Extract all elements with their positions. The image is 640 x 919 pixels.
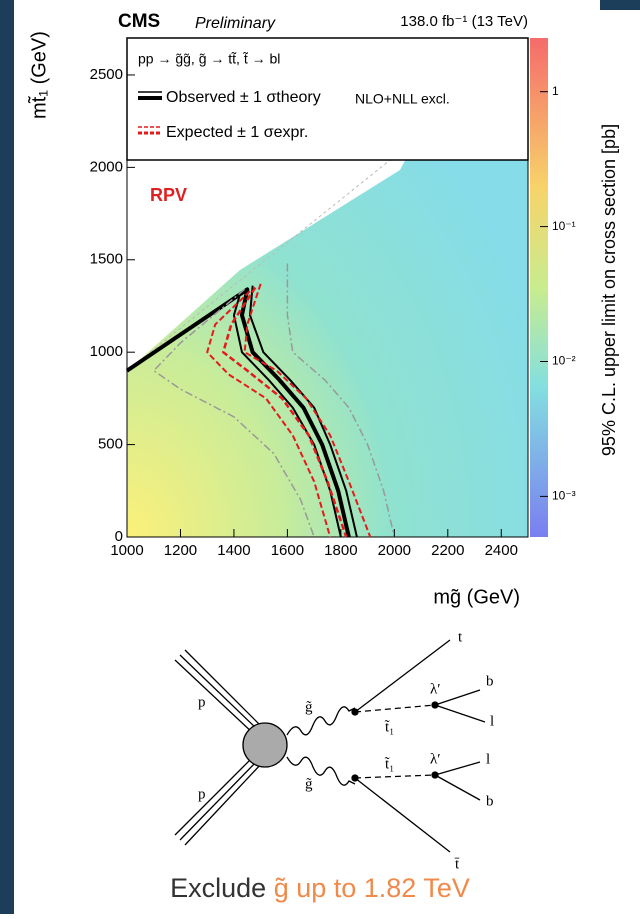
legend-process: pp → g̃g̃, g̃ → tt̃, t̃ → bl	[138, 51, 280, 67]
diagram-label: g̃	[305, 776, 313, 792]
x-tick-label: 1000	[110, 542, 143, 559]
y-axis-label: mt̃₁ (GeV)	[28, 31, 51, 119]
limit-contour	[206, 290, 332, 538]
slide-edge	[600, 0, 640, 10]
diagram-label: b	[486, 673, 494, 689]
legend-box	[126, 37, 529, 161]
limit-contour	[286, 263, 396, 538]
x-tick-label: 2400	[485, 542, 518, 559]
x-tick-label: 1600	[271, 542, 304, 559]
y-tick-label: 2000	[90, 158, 123, 175]
z-tick-label: 10⁻³	[552, 489, 576, 503]
annotation: RPV	[150, 185, 187, 205]
legend-note: NLO+NLL excl.	[355, 91, 450, 107]
diagonal	[126, 119, 441, 372]
y-tick-label: 0	[115, 528, 123, 545]
diagram-label: p	[198, 786, 206, 802]
limit-contour	[221, 286, 348, 538]
limit-contour	[125, 287, 351, 538]
chart-title: CMS	[118, 11, 160, 32]
chart-subtitle: Preliminary	[195, 15, 276, 32]
diagram-label: λ′	[430, 751, 441, 767]
limit-contour	[243, 283, 372, 538]
feynman-labels: p p g̃ g̃ t̃₁ t̃₁ λ′ λ′ t b l l b t̄	[198, 629, 494, 872]
y-tick-label: 1500	[90, 251, 123, 268]
x-tick-label: 2000	[378, 542, 411, 559]
caption-prefix: Exclude	[170, 873, 274, 903]
x-tick-label: 1800	[324, 542, 357, 559]
y-tick-label: 1000	[90, 343, 123, 360]
diagram-label: t̃₁	[385, 719, 395, 735]
diagram-label: t	[458, 629, 463, 645]
diagram-label: t̄	[454, 856, 460, 872]
legend-expected: Expected ± 1 σexpr.	[166, 124, 308, 141]
z-tick-label: 1	[552, 84, 559, 98]
diagram-label: b	[486, 793, 494, 809]
feynman-diagram	[174, 639, 486, 853]
diagram-label: l	[490, 713, 494, 729]
x-axis-label: mg̃ (GeV)	[433, 586, 520, 608]
diagram-label: l	[486, 751, 490, 767]
colorbar	[530, 38, 548, 537]
caption-highlight: g̃ up to 1.82 TeV	[274, 873, 470, 903]
x-tick-label: 1200	[164, 542, 197, 559]
diagram-label: t̃₁	[385, 756, 395, 772]
x-tick-label: 2200	[431, 542, 464, 559]
caption: Exclude g̃ up to 1.82 TeV	[170, 873, 470, 903]
x-tick-label: 1400	[217, 542, 250, 559]
z-axis-label: 95% C.L. upper limit on cross section [p…	[599, 124, 619, 456]
diagram-label: g̃	[305, 699, 313, 715]
y-tick-label: 2500	[90, 66, 123, 83]
slide-edge	[0, 0, 14, 914]
luminosity: 138.0 fb⁻¹ (13 TeV)	[400, 13, 528, 30]
z-tick-label: 10⁻²	[552, 354, 576, 368]
diagram-label: p	[198, 694, 206, 710]
curves	[125, 263, 396, 538]
limit-contour	[248, 285, 358, 538]
legend-observed: Observed ± 1 σtheory	[166, 89, 321, 106]
diagram-label: λ′	[430, 681, 441, 697]
y-tick-label: 500	[98, 436, 123, 453]
z-tick-label: 10⁻¹	[552, 219, 576, 233]
